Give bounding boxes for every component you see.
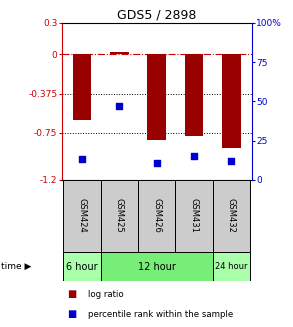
Text: 12 hour: 12 hour bbox=[138, 262, 176, 271]
Text: GSM424: GSM424 bbox=[78, 198, 86, 233]
Point bbox=[229, 158, 234, 164]
Text: percentile rank within the sample: percentile rank within the sample bbox=[88, 310, 233, 319]
Text: GSM426: GSM426 bbox=[152, 198, 161, 233]
Text: GSM425: GSM425 bbox=[115, 198, 124, 233]
Bar bbox=[101, 252, 213, 281]
Bar bbox=[63, 252, 101, 281]
Point bbox=[80, 157, 84, 162]
Bar bbox=[73, 54, 91, 120]
Point bbox=[154, 160, 159, 165]
Text: 6 hour: 6 hour bbox=[66, 262, 98, 271]
Bar bbox=[213, 252, 250, 281]
Text: ■: ■ bbox=[67, 309, 77, 319]
Bar bbox=[110, 52, 129, 54]
Point bbox=[117, 103, 122, 109]
Bar bbox=[185, 54, 203, 136]
Point bbox=[192, 154, 196, 159]
Bar bbox=[63, 180, 101, 252]
Title: GDS5 / 2898: GDS5 / 2898 bbox=[117, 9, 196, 22]
Bar bbox=[138, 180, 176, 252]
Bar bbox=[213, 180, 250, 252]
Bar bbox=[222, 54, 241, 148]
Bar bbox=[147, 54, 166, 140]
Text: GSM431: GSM431 bbox=[190, 198, 199, 233]
Text: 24 hour: 24 hour bbox=[215, 262, 248, 271]
Text: log ratio: log ratio bbox=[88, 289, 124, 299]
Bar bbox=[176, 180, 213, 252]
Text: time ▶: time ▶ bbox=[1, 262, 32, 271]
Text: GSM432: GSM432 bbox=[227, 198, 236, 233]
Text: ■: ■ bbox=[67, 289, 77, 299]
Bar bbox=[101, 180, 138, 252]
